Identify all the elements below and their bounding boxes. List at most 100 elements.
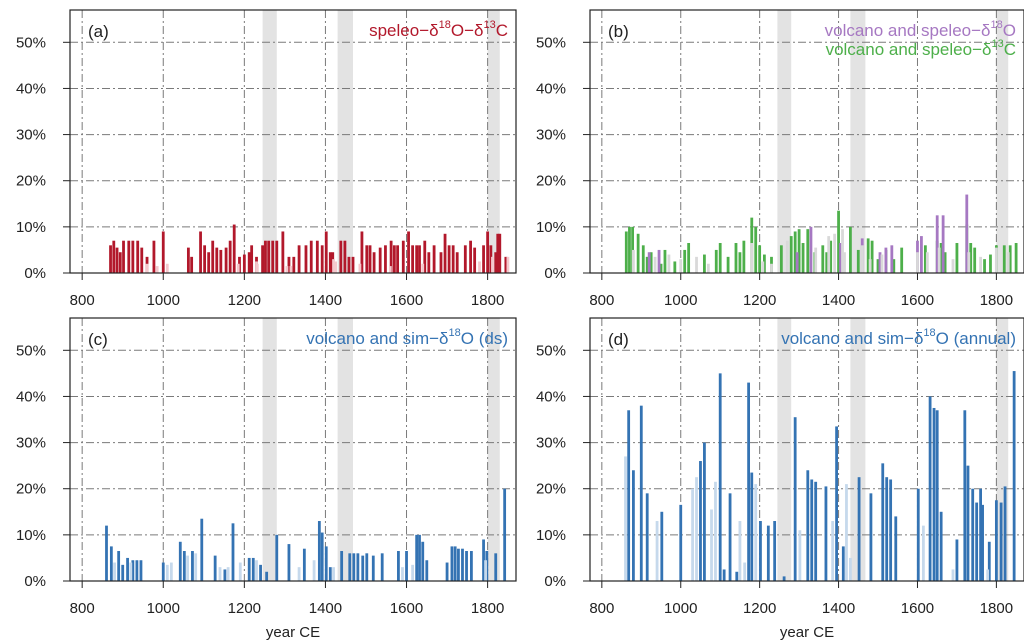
y-tick-label: 10% [536, 219, 566, 236]
y-tick-label: 0% [544, 265, 566, 282]
bar [699, 461, 702, 581]
x-tick-label: 1800 [471, 292, 504, 309]
bar [503, 488, 507, 581]
bar [226, 567, 230, 581]
bar [921, 525, 925, 581]
bar [965, 194, 969, 273]
bar [178, 541, 182, 581]
bar [427, 252, 431, 273]
bar [878, 252, 882, 273]
bar [989, 254, 992, 273]
bar [969, 243, 973, 273]
bar [320, 532, 324, 581]
bar [191, 551, 194, 581]
bar [348, 553, 352, 581]
bar [939, 243, 943, 273]
panel-label: (d) [608, 330, 629, 349]
bar [837, 210, 840, 273]
bar [806, 470, 810, 581]
bar [498, 233, 502, 273]
x-tick-label: 1000 [147, 600, 180, 617]
bar [450, 546, 454, 581]
bar [856, 249, 860, 273]
bar [935, 215, 939, 273]
bar [735, 571, 739, 581]
bar [289, 266, 293, 273]
bar [726, 256, 730, 273]
y-tick-label: 10% [16, 219, 46, 236]
bar [469, 240, 472, 273]
shaded-period [487, 318, 500, 581]
bar [265, 571, 269, 581]
panel-label: (b) [608, 22, 629, 41]
bar [770, 263, 773, 273]
series-0 [105, 488, 507, 581]
bar [880, 254, 884, 273]
bar [695, 256, 698, 273]
bar [352, 553, 356, 581]
bar [423, 240, 427, 273]
y-tick-label: 10% [16, 527, 46, 544]
bar [653, 256, 657, 273]
bar [504, 256, 508, 273]
bar [115, 247, 119, 273]
bar [109, 245, 112, 273]
bar [136, 240, 140, 273]
bar [328, 252, 332, 273]
bar [728, 493, 732, 581]
bar [484, 560, 487, 581]
bar [165, 263, 169, 273]
y-tick-label: 30% [536, 435, 566, 452]
x-tick-label: 1200 [743, 600, 776, 617]
bar [889, 479, 893, 581]
bar [657, 249, 661, 273]
bar [673, 261, 677, 273]
bar [632, 249, 635, 273]
bar [228, 240, 232, 273]
bar [971, 488, 975, 581]
bar [843, 252, 846, 273]
bar [866, 238, 870, 273]
bar [759, 521, 762, 581]
bar [994, 500, 998, 581]
x-tick-label: 1400 [309, 600, 342, 617]
bar [255, 263, 259, 273]
x-axis-label: year CE [780, 624, 834, 641]
bar [439, 252, 443, 273]
shaded-period [850, 318, 866, 581]
bar [955, 243, 959, 273]
bar [939, 511, 943, 581]
bar [287, 256, 291, 273]
bar [365, 553, 369, 581]
bar [647, 252, 651, 273]
bar [215, 247, 219, 273]
x-tick-label: 1600 [901, 600, 934, 617]
bar [894, 516, 898, 581]
bar [139, 560, 143, 581]
bar [129, 562, 133, 581]
bar [814, 481, 818, 581]
bar [275, 240, 279, 273]
x-tick-label: 1000 [664, 292, 697, 309]
bar [380, 553, 384, 581]
bar [388, 266, 392, 273]
series-1 [145, 256, 510, 273]
bar [506, 256, 510, 273]
bar [687, 243, 691, 273]
bar [987, 541, 991, 581]
bar [981, 504, 984, 581]
bar [742, 240, 746, 273]
bar [857, 477, 861, 581]
shaded-period [337, 10, 354, 273]
bar [795, 252, 799, 273]
bar [135, 560, 139, 581]
bar [655, 521, 659, 581]
bar [660, 511, 664, 581]
bar [994, 247, 998, 273]
plot-frame [589, 317, 1024, 582]
bar [943, 252, 947, 273]
bar [238, 562, 242, 581]
bar [356, 553, 360, 581]
bar [849, 226, 852, 273]
bar [916, 252, 919, 273]
